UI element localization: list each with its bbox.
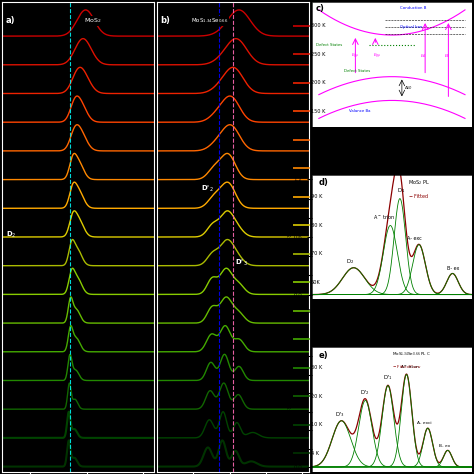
Text: Valance Ba: Valance Ba <box>349 109 371 113</box>
Text: 150 K: 150 K <box>311 109 325 114</box>
Text: D'$_2$: D'$_2$ <box>360 388 370 397</box>
Text: 20 K: 20 K <box>311 393 322 399</box>
Y-axis label: Intensity (a.u.): Intensity (a.u.) <box>287 389 292 429</box>
Text: B- ex: B- ex <box>447 265 459 271</box>
Text: 50 K: 50 K <box>311 308 322 313</box>
Text: 120 K: 120 K <box>311 137 325 142</box>
Text: a): a) <box>5 17 15 26</box>
Text: $\mathbf{-}$ Fitted: $\mathbf{-}$ Fitted <box>408 192 429 200</box>
Text: 100 K: 100 K <box>311 165 325 171</box>
Text: D'$_2$: D'$_2$ <box>201 184 213 194</box>
Text: D'$_1$: D'$_1$ <box>383 373 393 382</box>
Text: D$_1$: D$_1$ <box>397 186 405 195</box>
Text: MoS$_{1.34}$Se$_{0.66}$: MoS$_{1.34}$Se$_{0.66}$ <box>191 17 228 25</box>
Text: A- exc: A- exc <box>408 236 422 241</box>
Text: $E_A$: $E_A$ <box>420 52 426 60</box>
Text: 80 K: 80 K <box>311 223 322 228</box>
Y-axis label: Intensity (a.u.): Intensity (a.u.) <box>287 217 292 257</box>
Text: $E_{g\mu}$: $E_{g\mu}$ <box>374 51 382 60</box>
Text: Defect States: Defect States <box>344 69 370 73</box>
Text: $E_{g\mu}$: $E_{g\mu}$ <box>351 51 359 60</box>
Text: c): c) <box>315 4 324 13</box>
Text: A$^-$ trion: A$^-$ trion <box>373 213 395 221</box>
Text: 90 K: 90 K <box>311 194 322 199</box>
Text: 200 K: 200 K <box>311 80 325 85</box>
Text: $\Delta_{SO}$: $\Delta_{SO}$ <box>404 84 413 92</box>
Text: Conduction B: Conduction B <box>400 6 426 10</box>
Text: B- ex: B- ex <box>439 444 450 447</box>
Text: MoS$_2$: MoS$_2$ <box>84 17 102 25</box>
Text: 10 K: 10 K <box>311 422 322 427</box>
Text: A- exci: A- exci <box>417 420 431 425</box>
Text: 70 K: 70 K <box>311 251 322 256</box>
Text: D'$_3$: D'$_3$ <box>335 410 345 419</box>
X-axis label: Energy (eV): Energy (eV) <box>374 316 410 320</box>
Text: D'$_3$: D'$_3$ <box>235 257 247 268</box>
Text: 300 K: 300 K <box>311 23 325 28</box>
Text: 4 K: 4 K <box>311 451 319 456</box>
Text: Optical ban: Optical ban <box>400 25 422 29</box>
Text: e): e) <box>319 351 328 360</box>
Text: $\mathbf{-}$ Fitted Curv: $\mathbf{-}$ Fitted Curv <box>392 363 421 370</box>
Text: d): d) <box>319 178 328 187</box>
Text: $E_B$: $E_B$ <box>444 52 450 60</box>
Text: A$^-$ trion: A$^-$ trion <box>400 363 420 370</box>
Text: 40K: 40K <box>311 337 320 342</box>
Text: MoS$_{1.34}$Se$_{0.66}$ PL C: MoS$_{1.34}$Se$_{0.66}$ PL C <box>392 351 431 358</box>
Text: 30 K: 30 K <box>311 365 322 370</box>
Text: b): b) <box>160 17 170 26</box>
Text: 250 K: 250 K <box>311 52 325 56</box>
Text: D$_2$: D$_2$ <box>346 257 355 266</box>
Text: MoS$_2$ PL: MoS$_2$ PL <box>408 178 430 187</box>
Text: Defect States: Defect States <box>316 43 342 47</box>
Text: 60K: 60K <box>311 280 320 284</box>
Text: D$_2$: D$_2$ <box>6 230 17 240</box>
